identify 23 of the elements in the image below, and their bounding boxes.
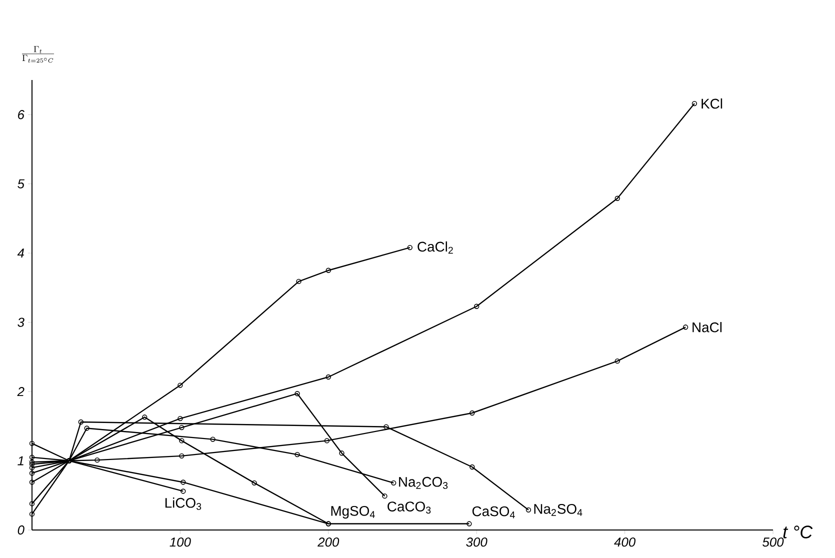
x-tick-label: 200 [318, 538, 340, 547]
series-label: CaCl$_{2}$ [418, 241, 453, 254]
y-tick-label: 3 [18, 318, 24, 327]
y-tick-label: 4 [17, 248, 24, 258]
series-label: CaCO$_{3}$ [388, 502, 431, 514]
y-tick-label: 5 [18, 179, 25, 188]
x-tick-label: 300 [466, 538, 488, 547]
series-label: Na$_{2}$CO$_{3}$ [399, 476, 448, 489]
x-axis-title: t °C [783, 526, 813, 538]
y-tick-label: 6 [18, 110, 24, 120]
series-label: MgSO$_{4}$ [331, 506, 375, 519]
series-label: CaSO$_{4}$ [472, 506, 515, 518]
x-tick-label: 100 [170, 538, 191, 547]
y-tick-label: 0 [18, 525, 24, 535]
y-tick-label: 1 [18, 456, 24, 466]
y-axis-title: $\frac{\Gamma_t}{\Gamma_{t=25^{\circ}C}}$ [22, 46, 54, 63]
y-tick-label: 2 [17, 387, 24, 396]
x-tick-label: 400 [614, 538, 636, 547]
series-label: NaCl [692, 322, 722, 332]
series-label: Na$_{2}$SO$_{4}$ [534, 504, 582, 516]
series-label: KCl [702, 98, 722, 109]
series-label: LiCO$_{3}$ [165, 498, 202, 510]
x-tick-label: 500 [762, 538, 784, 547]
